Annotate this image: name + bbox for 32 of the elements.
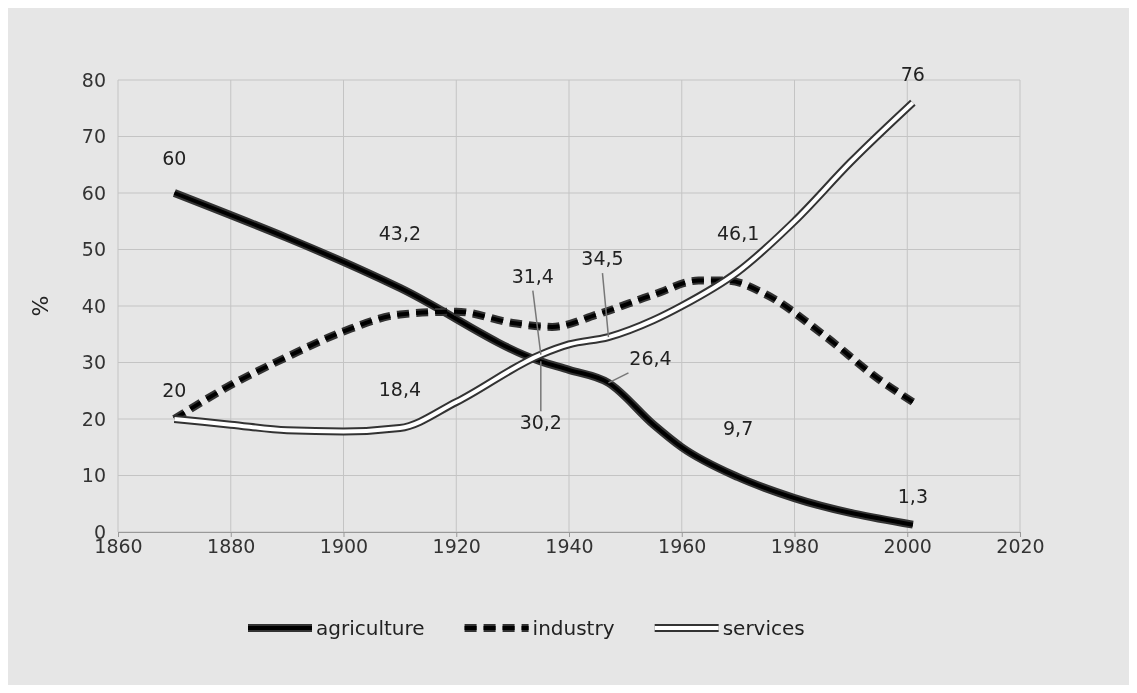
legend-label: industry [532,616,615,640]
x-tick-label: 2000 [883,535,932,558]
y-tick-label: 40 [81,294,106,317]
y-tick-label: 50 [81,238,106,261]
x-tick-label: 1960 [658,535,707,558]
y-axis-title: % [28,295,53,317]
x-tick-label: 1920 [432,535,481,558]
annotation: 43,2 [378,221,422,244]
annotation: 30,2 [519,411,562,434]
x-tick-label: 1880 [207,535,256,558]
annotation: 31,4 [511,264,554,287]
x-tick-label: 1980 [770,535,820,558]
annotation: 46,1 [716,221,760,244]
y-tick-label: 20 [81,407,106,430]
x-tick-label: 1940 [545,535,594,558]
annotation: 60 [162,147,187,169]
x-tick-label: 2020 [996,535,1045,558]
annotation: 34,5 [581,247,624,270]
y-tick-label: 70 [81,125,106,148]
annotation: 9,7 [723,417,754,440]
annotation: 76 [900,62,925,85]
annotation: 1,3 [897,484,928,507]
annotation: 26,4 [629,346,672,369]
legend-label: agriculture [316,616,425,640]
y-tick-label: 30 [81,351,106,374]
annotation: 20 [162,379,187,401]
x-tick-label: 1900 [319,535,369,558]
y-tick-label: 60 [81,181,106,204]
y-tick-label: 80 [81,68,106,91]
y-tick-label: 10 [81,464,106,487]
legend-label: services [722,616,805,640]
annotation: 18,4 [378,378,422,401]
